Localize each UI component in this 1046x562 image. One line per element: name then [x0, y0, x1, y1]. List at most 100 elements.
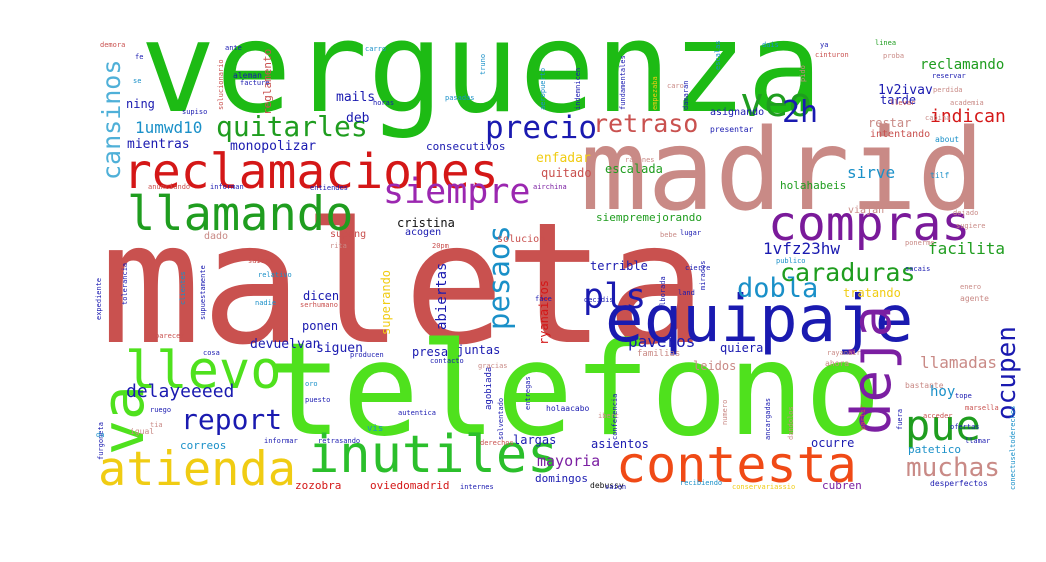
- word-solucion: solucion: [497, 234, 546, 245]
- word-conectuseltoderechos: conectuseltoderechos: [1009, 405, 1017, 490]
- word-ponerme: ponerme: [905, 239, 935, 247]
- word-fundamentales: fundamentales: [619, 55, 627, 110]
- word-retraso: retraso: [593, 109, 699, 138]
- word-relativo: relativo: [258, 271, 292, 279]
- word-escalada: escalada: [605, 162, 663, 176]
- word-report: report: [181, 403, 283, 436]
- word-desperfectos: desperfectos: [930, 479, 988, 488]
- word-solventado: solventado: [497, 397, 505, 440]
- word-tope: tope: [955, 392, 972, 400]
- word-ahora: ahora: [825, 359, 850, 368]
- word-facilita: facilita: [928, 239, 1006, 258]
- word-llevar: llevar: [890, 99, 916, 107]
- word-inutiles: inutiles: [308, 425, 559, 485]
- word-mails: mails: [336, 90, 376, 105]
- word-informar: informar: [264, 437, 298, 445]
- word-siguen: siguen: [316, 341, 363, 356]
- word-muchas: muchas: [906, 453, 1000, 483]
- word-informan: informan: [210, 183, 244, 191]
- word-consecutivos: consecutivos: [426, 140, 506, 153]
- word-devuelvan: devuelvan: [250, 337, 321, 352]
- word-oro: oro: [305, 380, 318, 388]
- word-aleman: aleman: [233, 71, 262, 80]
- word-saidra: saidra: [248, 257, 274, 265]
- word-presa: presa: [412, 345, 449, 359]
- word-ocurre: ocurre: [811, 436, 855, 450]
- word-cabina: cabina: [925, 114, 951, 122]
- word-dicen: dicen: [303, 289, 340, 303]
- word-producen: producen: [350, 351, 384, 359]
- word-veo: veo: [740, 80, 813, 126]
- word-sugiere: sugiere: [956, 222, 986, 230]
- word-bastante: bastante: [905, 381, 944, 390]
- word-cansinos: cansinos: [97, 59, 126, 180]
- word-reclamando: reclamando: [920, 57, 1005, 73]
- word-rayanair: rayanair: [827, 349, 861, 357]
- word-fe: fe: [135, 53, 144, 61]
- word-1umwd10: 1umwd10: [135, 118, 203, 137]
- word-linea: linea: [875, 39, 897, 47]
- word-ning: ning: [126, 97, 155, 111]
- word-tilf: tilf: [930, 171, 950, 180]
- word-lugar: lugar: [680, 229, 702, 237]
- word-tratando: tratando: [843, 286, 901, 300]
- word-about: about: [935, 135, 960, 144]
- word-conferencia: conferencia: [611, 393, 619, 440]
- word-ofertas: ofertas: [950, 423, 980, 431]
- word-dejado: dejado: [953, 209, 979, 217]
- word-acogen: acogen: [405, 227, 442, 238]
- word-dandolos: dandolos: [787, 406, 795, 440]
- word-razones: razones: [625, 156, 655, 164]
- word-siempremejorando: siempremejorando: [596, 211, 702, 224]
- word-pido: pido: [799, 65, 807, 82]
- word-cinturon: cinturon: [815, 51, 849, 59]
- word-restar: restar: [868, 116, 912, 130]
- word-da: da: [96, 431, 105, 439]
- word-tia: tia: [150, 421, 163, 429]
- word-domingos: domingos: [535, 472, 588, 485]
- word-supiso: supiso: [182, 108, 208, 116]
- word-ante: ante: [225, 44, 242, 52]
- word-partir: partir: [859, 404, 867, 430]
- word-reservar: reservar: [932, 72, 966, 80]
- word-retrasando: retrasando: [318, 437, 361, 445]
- word-debussy: debussy: [590, 481, 624, 490]
- word-atienda: atienda: [98, 442, 297, 497]
- word-empezaba: empezaba: [651, 76, 659, 110]
- word-leidos: leidos: [693, 359, 737, 373]
- word-presentar: presentar: [710, 125, 754, 134]
- word-face: face: [535, 295, 552, 303]
- word-deb: deb: [346, 111, 370, 126]
- word-gracias: gracias: [478, 362, 508, 370]
- word-familias: familias: [637, 349, 681, 359]
- word-facture: facture: [240, 79, 270, 87]
- word-telefono: telefono: [265, 316, 882, 465]
- word-carro: carro: [365, 45, 387, 53]
- word-ryanairos: ryanairos: [537, 279, 551, 345]
- word-numero: numero: [721, 399, 729, 425]
- word-serhumano: serhumano: [300, 301, 338, 309]
- word-llevo: llevo: [125, 341, 282, 401]
- word-pls: pls: [583, 277, 647, 317]
- word-supong: supong: [330, 229, 367, 240]
- word-indemnicen: indemnicen: [574, 67, 582, 110]
- word-internes: internes: [460, 483, 494, 491]
- word-monopolizar: monopolizar: [230, 139, 317, 154]
- word-terrible: terrible: [590, 259, 648, 273]
- word-superando: superando: [379, 269, 393, 335]
- word-asientos: asientos: [591, 437, 649, 451]
- word-cubren: cubren: [822, 479, 862, 492]
- word-ancargadas: ancargadas: [764, 397, 772, 440]
- word-mayoria: mayoria: [537, 452, 601, 470]
- word-caraduras: caraduras: [780, 258, 916, 287]
- word-contesta: contesta: [616, 436, 857, 494]
- word-madrid: madrid: [580, 106, 985, 236]
- word-anunciando: anunciando: [148, 183, 191, 191]
- word-caro: caro: [667, 82, 684, 90]
- word-cierre: cierre: [685, 264, 711, 272]
- word-siempre: siempre: [383, 172, 531, 212]
- word-sacais: sacais: [905, 265, 931, 273]
- word-indican: indican: [930, 106, 1006, 127]
- word-enfadar: enfadar: [536, 151, 591, 166]
- word-1v2ivav: 1v2ivav: [878, 83, 933, 98]
